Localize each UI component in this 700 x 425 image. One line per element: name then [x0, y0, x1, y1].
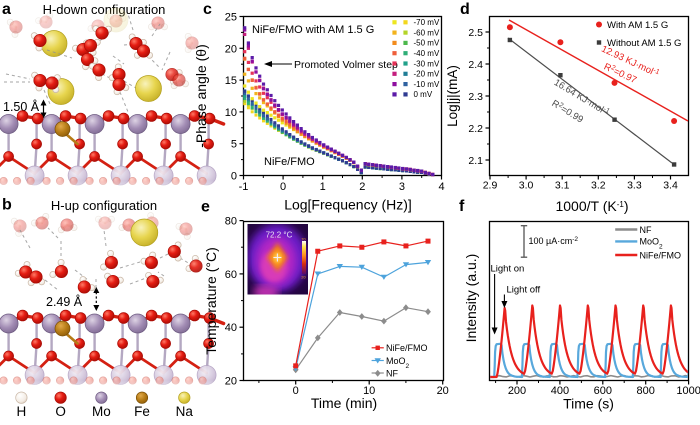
svg-text:200: 200	[508, 385, 526, 397]
svg-text:2.3: 2.3	[468, 91, 483, 103]
svg-text:f: f	[459, 198, 465, 215]
svg-text:H-up configuration: H-up configuration	[51, 198, 157, 213]
svg-text:Na: Na	[176, 404, 194, 419]
svg-text:0: 0	[231, 171, 237, 183]
svg-text:3.0: 3.0	[519, 180, 534, 192]
svg-text:c: c	[203, 1, 212, 18]
svg-text:0: 0	[293, 385, 299, 397]
svg-text:b: b	[2, 197, 12, 214]
svg-text:3.4: 3.4	[663, 180, 678, 192]
svg-text:Time (min): Time (min)	[311, 395, 377, 411]
svg-text:Intensity (a.u.): Intensity (a.u.)	[463, 254, 479, 343]
svg-text:-20 mV: -20 mV	[414, 70, 440, 79]
svg-text:Light on: Light on	[491, 264, 525, 275]
svg-text:20: 20	[437, 385, 449, 397]
svg-text:H: H	[17, 404, 27, 419]
svg-text:20: 20	[225, 43, 237, 55]
svg-text:a: a	[2, 1, 11, 18]
svg-text:Log|j|(mA): Log|j|(mA)	[445, 65, 460, 127]
svg-text:0: 0	[280, 181, 286, 193]
svg-text:3.2: 3.2	[591, 180, 606, 192]
svg-text:0 mV: 0 mV	[414, 90, 433, 99]
svg-text:2.4: 2.4	[468, 59, 483, 71]
svg-text:NiFe/FMO: NiFe/FMO	[640, 250, 682, 260]
svg-text:Time (s): Time (s)	[563, 396, 614, 412]
svg-text:80: 80	[225, 216, 237, 228]
svg-text:d: d	[460, 1, 470, 18]
svg-text:Log[Frequency (Hz)]: Log[Frequency (Hz)]	[284, 197, 412, 213]
svg-text:e: e	[201, 199, 210, 216]
svg-text:2: 2	[359, 181, 365, 193]
svg-text:Promoted Volmer step: Promoted Volmer step	[294, 59, 398, 71]
svg-text:70: 70	[301, 237, 306, 242]
svg-text:100 µA·cm-2: 100 µA·cm-2	[529, 236, 579, 247]
svg-text:800: 800	[637, 385, 655, 397]
svg-text:O: O	[55, 404, 66, 419]
svg-text:NiFe/FMO: NiFe/FMO	[386, 343, 428, 353]
svg-text:Light off: Light off	[507, 285, 541, 296]
svg-text:With AM 1.5 G: With AM 1.5 G	[607, 20, 668, 31]
svg-text:NiFe/FMO with AM 1.5 G: NiFe/FMO with AM 1.5 G	[252, 24, 374, 36]
svg-text:-50 mV: -50 mV	[414, 39, 440, 48]
svg-text:15: 15	[225, 75, 237, 87]
svg-text:Without AM 1.5 G: Without AM 1.5 G	[607, 38, 681, 49]
svg-text:-60 mV: -60 mV	[414, 28, 440, 37]
svg-text:-1: -1	[239, 181, 249, 193]
svg-text:Mo: Mo	[92, 404, 111, 419]
svg-text:3.3: 3.3	[627, 180, 642, 192]
svg-text:4: 4	[438, 181, 444, 193]
svg-text:-40 mV: -40 mV	[414, 49, 440, 58]
svg-text:NF: NF	[386, 368, 398, 378]
svg-text:1: 1	[320, 181, 326, 193]
svg-text:2.9: 2.9	[483, 180, 498, 192]
svg-text:NF: NF	[640, 225, 652, 235]
svg-text:5: 5	[231, 139, 237, 151]
svg-text:-30 mV: -30 mV	[414, 59, 440, 68]
svg-text:2.49 Å: 2.49 Å	[46, 294, 83, 309]
svg-text:1000: 1000	[676, 385, 700, 397]
svg-text:25: 25	[225, 12, 237, 24]
svg-text:NiFe/FMO: NiFe/FMO	[264, 156, 315, 168]
svg-text:2.5: 2.5	[468, 27, 483, 39]
svg-text:3: 3	[399, 181, 405, 193]
svg-text:20: 20	[301, 275, 306, 280]
svg-text:2.2: 2.2	[468, 123, 483, 135]
svg-text:-70 mV: -70 mV	[414, 18, 440, 27]
svg-text:72.2 °C: 72.2 °C	[266, 231, 293, 240]
svg-text:2.1: 2.1	[468, 155, 483, 167]
svg-text:40: 40	[225, 322, 237, 334]
svg-text:H-down configuration: H-down configuration	[43, 2, 166, 17]
svg-text:3.1: 3.1	[555, 180, 570, 192]
svg-text:20: 20	[225, 376, 237, 388]
svg-text:-10 mV: -10 mV	[414, 80, 440, 89]
svg-text:60: 60	[225, 269, 237, 281]
svg-text:Fe: Fe	[134, 404, 150, 419]
svg-text:-Phase angle (θ): -Phase angle (θ)	[193, 44, 209, 148]
svg-text:Temperature (°C): Temperature (°C)	[203, 247, 219, 355]
svg-text:10: 10	[225, 107, 237, 119]
